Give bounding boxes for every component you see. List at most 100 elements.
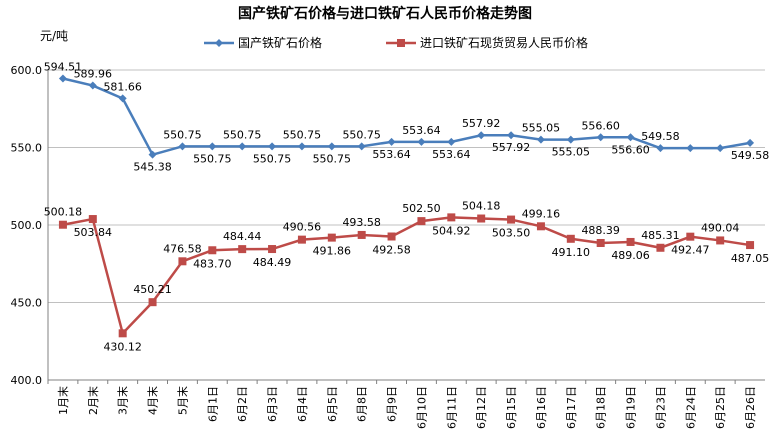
- data-label: 550.75: [342, 128, 381, 141]
- data-label: 589.96: [74, 68, 113, 81]
- data-point: [148, 150, 157, 159]
- data-point: [268, 245, 277, 254]
- x-tick-label: 5月末: [175, 386, 189, 415]
- legend-item-domestic: 国产铁矿石价格: [204, 34, 322, 51]
- data-label: 504.18: [462, 200, 501, 213]
- data-label: 555.05: [522, 122, 561, 135]
- y-tick-label: 550.0: [11, 142, 43, 155]
- data-label: 489.06: [611, 249, 650, 262]
- data-point: [447, 137, 456, 146]
- data-label: 550.75: [313, 152, 352, 165]
- data-point: [178, 257, 187, 266]
- data-point: [596, 133, 605, 142]
- data-label: 549.58: [731, 149, 770, 162]
- x-tick-label: 6月15日: [505, 386, 518, 429]
- x-tick-label: 6月10日: [415, 386, 428, 429]
- data-point: [268, 142, 277, 151]
- data-point: [417, 217, 426, 226]
- data-point: [357, 142, 366, 151]
- data-point: [566, 234, 575, 243]
- data-label: 450.21: [133, 283, 172, 296]
- data-point: [656, 144, 665, 153]
- data-point: [566, 135, 575, 144]
- data-point: [148, 298, 157, 307]
- data-point: [88, 81, 97, 90]
- data-label: 550.75: [253, 152, 292, 165]
- x-tick-label: 1月末: [56, 386, 70, 415]
- data-label: 503.50: [492, 227, 531, 240]
- y-axis-unit: 元/吨: [40, 29, 69, 43]
- data-label: 430.12: [103, 340, 142, 353]
- data-point: [626, 237, 635, 246]
- data-point: [387, 232, 396, 241]
- data-label: 553.64: [402, 124, 441, 137]
- data-label: 553.64: [372, 148, 411, 161]
- x-tick-label: 6月2日: [236, 386, 249, 422]
- data-label: 550.75: [163, 128, 202, 141]
- data-label: 556.60: [611, 143, 650, 156]
- data-label: 492.47: [671, 244, 710, 257]
- data-point: [477, 214, 486, 223]
- data-label: 484.44: [223, 230, 262, 243]
- data-point: [746, 138, 755, 147]
- data-point: [716, 144, 725, 153]
- data-point: [327, 233, 336, 242]
- x-tick-label: 6月3日: [266, 386, 279, 422]
- data-label: 485.31: [641, 229, 680, 242]
- data-point: [387, 137, 396, 146]
- data-label: 500.18: [44, 206, 83, 219]
- x-tick-label: 6月1日: [206, 386, 219, 422]
- y-tick-label: 500.0: [11, 219, 43, 232]
- data-point: [686, 144, 695, 153]
- data-label: 487.05: [731, 252, 770, 265]
- data-point: [297, 235, 306, 244]
- data-label: 549.58: [641, 130, 680, 143]
- legend-label-import: 进口铁矿石现货贸易人民币价格: [420, 36, 589, 50]
- y-tick-label: 400.0: [11, 374, 43, 387]
- x-tick-label: 6月17日: [565, 386, 578, 429]
- data-point: [536, 222, 545, 231]
- x-tick-label: 6月16日: [535, 386, 548, 429]
- data-point: [238, 245, 247, 254]
- data-label: 503.84: [74, 226, 113, 239]
- x-tick-label: 6月23日: [654, 386, 667, 429]
- data-label: 553.64: [432, 148, 471, 161]
- data-point: [327, 142, 336, 151]
- x-tick-label: 6月9日: [386, 386, 399, 422]
- data-point: [507, 131, 516, 140]
- data-point: [58, 220, 67, 229]
- legend-marker-domestic: [204, 38, 234, 47]
- x-tick-label: 2月末: [86, 386, 100, 415]
- data-label: 490.56: [283, 221, 322, 234]
- data-label: 493.58: [342, 216, 381, 229]
- x-tick-label: 6月4日: [296, 386, 309, 422]
- x-tick-label: 6月19日: [625, 386, 638, 429]
- x-tick-label: 6月26日: [744, 386, 757, 429]
- data-label: 581.66: [103, 80, 142, 93]
- x-tick-label: 6月5日: [326, 386, 339, 422]
- data-label: 557.92: [492, 141, 531, 154]
- x-tick-label: 6月12日: [475, 386, 488, 429]
- data-label: 476.58: [163, 242, 202, 255]
- series-line: [62, 216, 751, 336]
- data-point: [58, 74, 67, 83]
- data-point: [357, 230, 366, 239]
- data-point: [626, 133, 635, 142]
- x-tick-label: 3月末: [116, 386, 130, 415]
- data-point: [656, 243, 665, 252]
- x-tick-label: 6月24日: [684, 386, 697, 429]
- data-label: 557.92: [462, 117, 501, 130]
- data-label: 502.50: [402, 202, 441, 215]
- data-point: [297, 142, 306, 151]
- data-label: 550.75: [193, 152, 232, 165]
- data-label: 491.86: [313, 245, 352, 258]
- data-label: 484.49: [253, 256, 292, 269]
- y-tick-label: 600.0: [11, 64, 43, 77]
- x-tick-label: 6月11日: [445, 386, 458, 429]
- data-point: [88, 215, 97, 224]
- data-label: 499.16: [522, 207, 561, 220]
- x-tick-label: 6月8日: [356, 386, 369, 422]
- data-point: [716, 236, 725, 245]
- x-tick-label: 6月18日: [595, 386, 608, 429]
- data-label: 483.70: [193, 257, 232, 270]
